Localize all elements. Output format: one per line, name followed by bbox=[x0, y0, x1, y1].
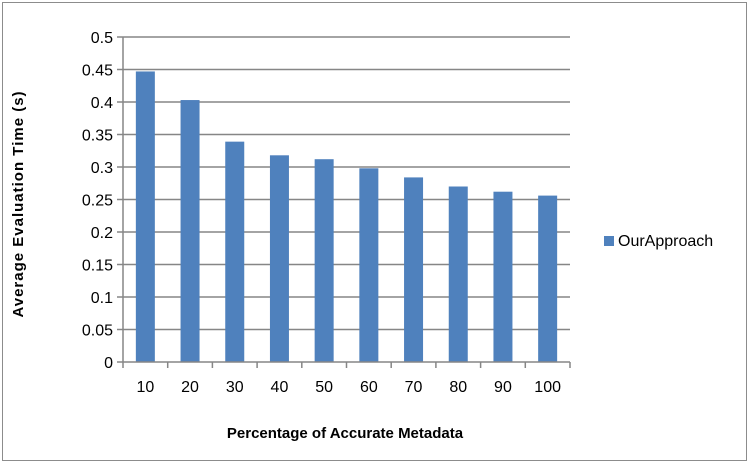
bar-90 bbox=[493, 191, 513, 362]
y-tick-label: 0.4 bbox=[91, 95, 113, 112]
y-tick-label: 0.45 bbox=[82, 63, 113, 80]
y-tick-label: 0.35 bbox=[82, 128, 113, 145]
x-tick-labels: 10 20 30 40 50 60 70 80 90 100 bbox=[136, 379, 561, 396]
y-tick-label: 0.1 bbox=[91, 290, 113, 307]
x-tick-label: 30 bbox=[226, 379, 244, 396]
y-tick-label: 0.5 bbox=[91, 30, 113, 47]
bar-30 bbox=[225, 141, 245, 362]
y-tick-labels: 0 0.05 0.1 0.15 0.2 0.25 0.3 0.35 0.4 0.45 0.5 bbox=[82, 30, 113, 372]
bar-20 bbox=[180, 100, 200, 363]
bar-80 bbox=[448, 186, 468, 362]
bar-70 bbox=[404, 177, 424, 362]
x-tick-label: 80 bbox=[449, 379, 467, 396]
x-tick-label: 20 bbox=[181, 379, 199, 396]
x-tick-label: 60 bbox=[360, 379, 378, 396]
legend-swatch bbox=[604, 236, 614, 246]
y-tick-label: 0.15 bbox=[82, 258, 113, 275]
y-tick-label: 0.05 bbox=[82, 323, 113, 340]
y-tick-label: 0.2 bbox=[91, 225, 113, 242]
y-tick-label: 0 bbox=[104, 355, 113, 372]
bar-40 bbox=[269, 155, 289, 362]
legend: OurApproach bbox=[604, 233, 713, 250]
y-tick-label: 0.3 bbox=[91, 160, 113, 177]
y-tick-label: 0.25 bbox=[82, 193, 113, 210]
x-tick-label: 90 bbox=[494, 379, 512, 396]
y-axis-title: Average Evaluation Time (s) bbox=[10, 90, 27, 317]
x-axis-title: Percentage of Accurate Metadata bbox=[227, 425, 464, 442]
x-tick-label: 40 bbox=[271, 379, 289, 396]
x-tick-label: 10 bbox=[136, 379, 154, 396]
legend-label: OurApproach bbox=[618, 233, 713, 250]
bar-60 bbox=[359, 168, 379, 362]
bar-100 bbox=[538, 195, 558, 362]
axes bbox=[122, 37, 571, 368]
bar-10 bbox=[135, 71, 155, 362]
x-tick-label: 70 bbox=[405, 379, 423, 396]
bars bbox=[135, 71, 558, 363]
x-tick-label: 50 bbox=[315, 379, 333, 396]
bar-50 bbox=[314, 159, 334, 362]
x-tick-label: 100 bbox=[534, 379, 561, 396]
